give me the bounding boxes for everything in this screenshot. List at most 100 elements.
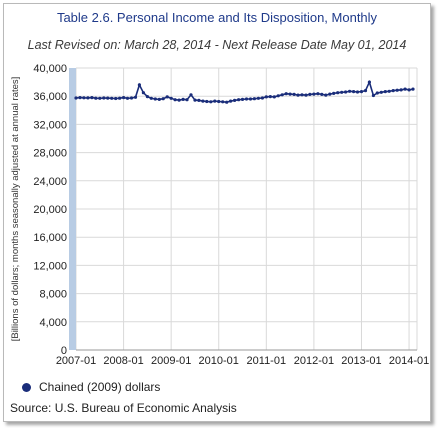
data-point[interactable]	[197, 98, 201, 102]
data-point[interactable]	[296, 93, 300, 97]
data-point[interactable]	[340, 90, 344, 94]
data-point[interactable]	[320, 92, 324, 96]
data-point[interactable]	[90, 96, 94, 100]
data-point[interactable]	[252, 97, 256, 101]
data-point[interactable]	[129, 96, 134, 100]
data-point[interactable]	[221, 100, 225, 104]
data-point[interactable]	[110, 96, 114, 100]
data-point[interactable]	[355, 90, 360, 94]
data-point[interactable]	[141, 91, 145, 95]
data-point[interactable]	[276, 94, 280, 98]
data-point[interactable]	[213, 99, 217, 103]
data-point[interactable]	[363, 89, 368, 93]
data-point[interactable]	[391, 89, 395, 93]
data-point[interactable]	[387, 89, 391, 93]
data-point[interactable]	[332, 91, 336, 95]
data-point[interactable]	[98, 96, 102, 100]
data-point[interactable]	[395, 88, 399, 92]
data-point[interactable]	[145, 95, 149, 99]
data-point[interactable]	[133, 95, 138, 99]
data-point[interactable]	[161, 97, 165, 101]
data-point[interactable]	[240, 97, 245, 101]
data-point[interactable]	[189, 93, 193, 97]
data-point[interactable]	[256, 96, 260, 100]
data-point[interactable]	[181, 97, 185, 101]
data-point[interactable]	[217, 99, 221, 104]
chart-subtitle: Last Revised on: March 28, 2014 - Next R…	[27, 38, 407, 52]
data-point[interactable]	[173, 98, 177, 102]
data-point[interactable]	[407, 88, 411, 92]
data-point[interactable]	[102, 96, 106, 100]
chart-title: Table 2.6. Personal Income and Its Dispo…	[56, 10, 378, 25]
data-point[interactable]	[288, 92, 292, 96]
y-tick-label: 40,000	[33, 63, 67, 75]
data-point[interactable]	[379, 90, 383, 94]
data-point[interactable]	[78, 96, 82, 100]
legend-marker-icon	[22, 382, 31, 392]
data-point[interactable]	[86, 96, 90, 100]
data-point[interactable]	[118, 96, 122, 100]
data-point[interactable]	[304, 93, 308, 97]
data-point[interactable]	[352, 90, 356, 94]
data-point[interactable]	[260, 96, 264, 100]
data-point[interactable]	[177, 98, 181, 102]
data-point[interactable]	[137, 83, 141, 87]
data-point[interactable]	[157, 97, 161, 101]
data-point[interactable]	[209, 100, 213, 104]
data-point[interactable]	[383, 90, 387, 94]
data-point[interactable]	[74, 96, 78, 100]
data-point[interactable]	[165, 95, 169, 99]
data-point[interactable]	[153, 97, 157, 101]
data-point[interactable]	[237, 98, 241, 102]
data-point[interactable]	[248, 97, 253, 101]
data-point[interactable]	[284, 92, 288, 96]
data-point[interactable]	[264, 95, 268, 99]
y-tick-label: 20,000	[33, 204, 67, 216]
data-point[interactable]	[411, 87, 415, 91]
data-point[interactable]	[106, 96, 110, 100]
data-point[interactable]	[225, 100, 229, 104]
data-point[interactable]	[193, 98, 197, 102]
legend[interactable]: Chained (2009) dollars	[22, 380, 160, 394]
data-point[interactable]	[399, 88, 403, 92]
data-point[interactable]	[149, 96, 153, 100]
data-point[interactable]	[316, 92, 320, 96]
data-point[interactable]	[312, 92, 316, 96]
data-point[interactable]	[367, 80, 371, 84]
x-tick-label: 2013-01	[341, 355, 381, 367]
data-point[interactable]	[233, 98, 237, 102]
data-point[interactable]	[359, 90, 364, 94]
data-point[interactable]	[122, 96, 126, 100]
data-point[interactable]	[94, 96, 98, 100]
data-point[interactable]	[229, 99, 233, 103]
x-tick-label: 2009-01	[151, 355, 191, 367]
data-point[interactable]	[272, 95, 276, 99]
data-point[interactable]	[125, 96, 130, 100]
data-point[interactable]	[169, 96, 173, 100]
data-point[interactable]	[336, 91, 340, 95]
data-point[interactable]	[403, 87, 407, 91]
data-point[interactable]	[82, 96, 86, 100]
data-point[interactable]	[375, 91, 379, 95]
data-point[interactable]	[324, 93, 328, 97]
data-point[interactable]	[308, 92, 312, 96]
data-point[interactable]	[328, 92, 332, 96]
data-point[interactable]	[268, 95, 272, 99]
data-point[interactable]	[205, 99, 209, 104]
data-point[interactable]	[185, 98, 189, 102]
data-point[interactable]	[201, 99, 205, 103]
y-tick-label: 4,000	[39, 317, 67, 329]
data-point[interactable]	[300, 93, 304, 97]
data-point[interactable]	[114, 96, 118, 101]
data-point[interactable]	[292, 92, 296, 96]
legend-label: Chained (2009) dollars	[39, 380, 161, 394]
x-tick-labels: 2007-01 2008-01 2009-01 2010-01 2011-01 2012-…	[56, 355, 429, 367]
data-point[interactable]	[244, 97, 249, 101]
x-tick-label: 2014-01	[389, 355, 429, 367]
data-point[interactable]	[348, 89, 352, 93]
data-point[interactable]	[344, 90, 348, 94]
x-tick-label: 2012-01	[294, 355, 334, 367]
data-point[interactable]	[280, 93, 284, 97]
x-tick-label: 2008-01	[103, 355, 143, 367]
data-point[interactable]	[371, 93, 375, 98]
